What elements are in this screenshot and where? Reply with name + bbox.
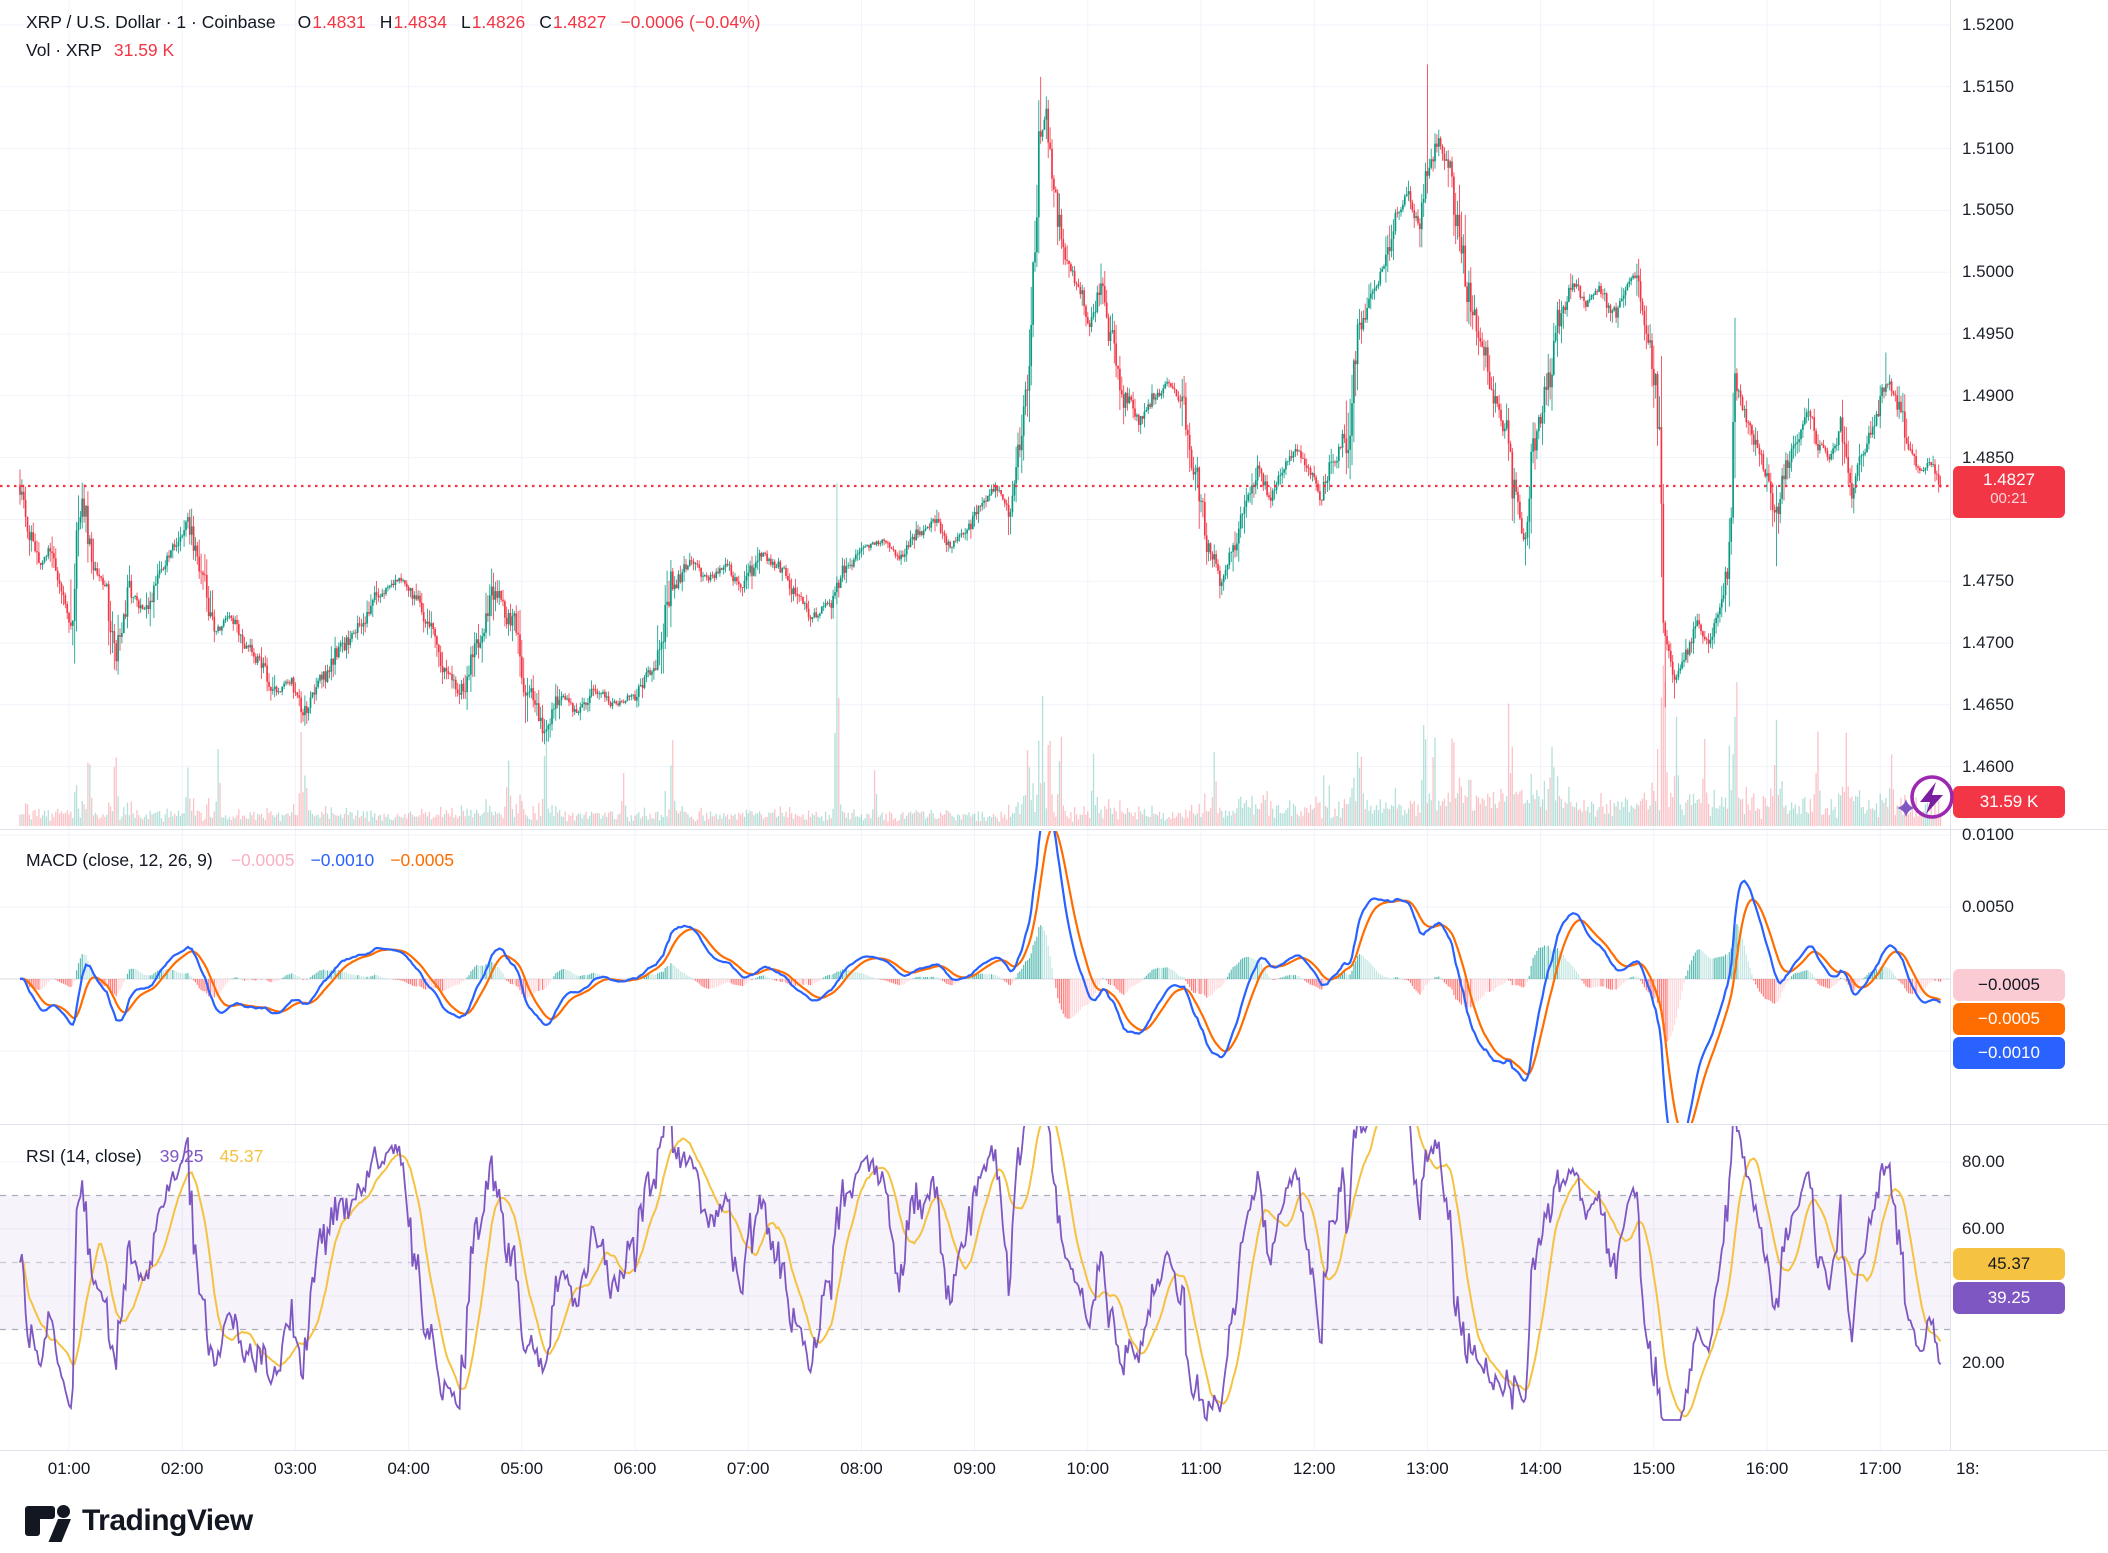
rsi-legend[interactable]: RSI (14, close) 39.25 45.37: [26, 1146, 263, 1167]
volume-readout: 31.59 K: [113, 40, 175, 60]
logo-text: TradingView: [82, 1504, 253, 1537]
ohlc-open: O1.4831: [297, 12, 366, 32]
tradingview-logo[interactable]: TradingView: [18, 1498, 253, 1544]
macd-title: MACD (close, 12, 26, 9): [26, 850, 213, 870]
volume-legend[interactable]: Vol · XRP 31.59 K: [26, 40, 174, 61]
symbol-title[interactable]: XRP / U.S. Dollar · 1 · Coinbase: [26, 12, 276, 32]
price-change: −0.0006 (−0.04%): [620, 12, 761, 32]
ohlc-low: L1.4826: [460, 12, 526, 32]
sparkle-icon: [1897, 799, 1915, 817]
ohlc-close: C1.4827: [539, 12, 607, 32]
flash-boost-icon[interactable]: [1894, 770, 1956, 828]
boost-circle-icon: [1910, 775, 1954, 819]
rsi-readout: 39.25: [159, 1146, 204, 1166]
ohlc-high: H1.4834: [379, 12, 447, 32]
lightning-icon: [1920, 782, 1943, 814]
macd-line-readout: −0.0010: [310, 850, 375, 870]
footer: TradingView: [0, 1490, 2108, 1553]
volume-label: Vol · XRP: [26, 40, 102, 60]
tradingview-mark-icon: [22, 1505, 71, 1542]
macd-hist-readout: −0.0005: [230, 850, 295, 870]
symbol-legend[interactable]: XRP / U.S. Dollar · 1 · Coinbase O1.4831 H…: [26, 12, 761, 33]
macd-signal-readout: −0.0005: [390, 850, 454, 870]
rsi-ma-readout: 45.37: [219, 1146, 264, 1166]
rsi-title: RSI (14, close): [26, 1146, 142, 1166]
macd-legend[interactable]: MACD (close, 12, 26, 9) −0.0005 −0.0010 −0.…: [26, 850, 454, 871]
